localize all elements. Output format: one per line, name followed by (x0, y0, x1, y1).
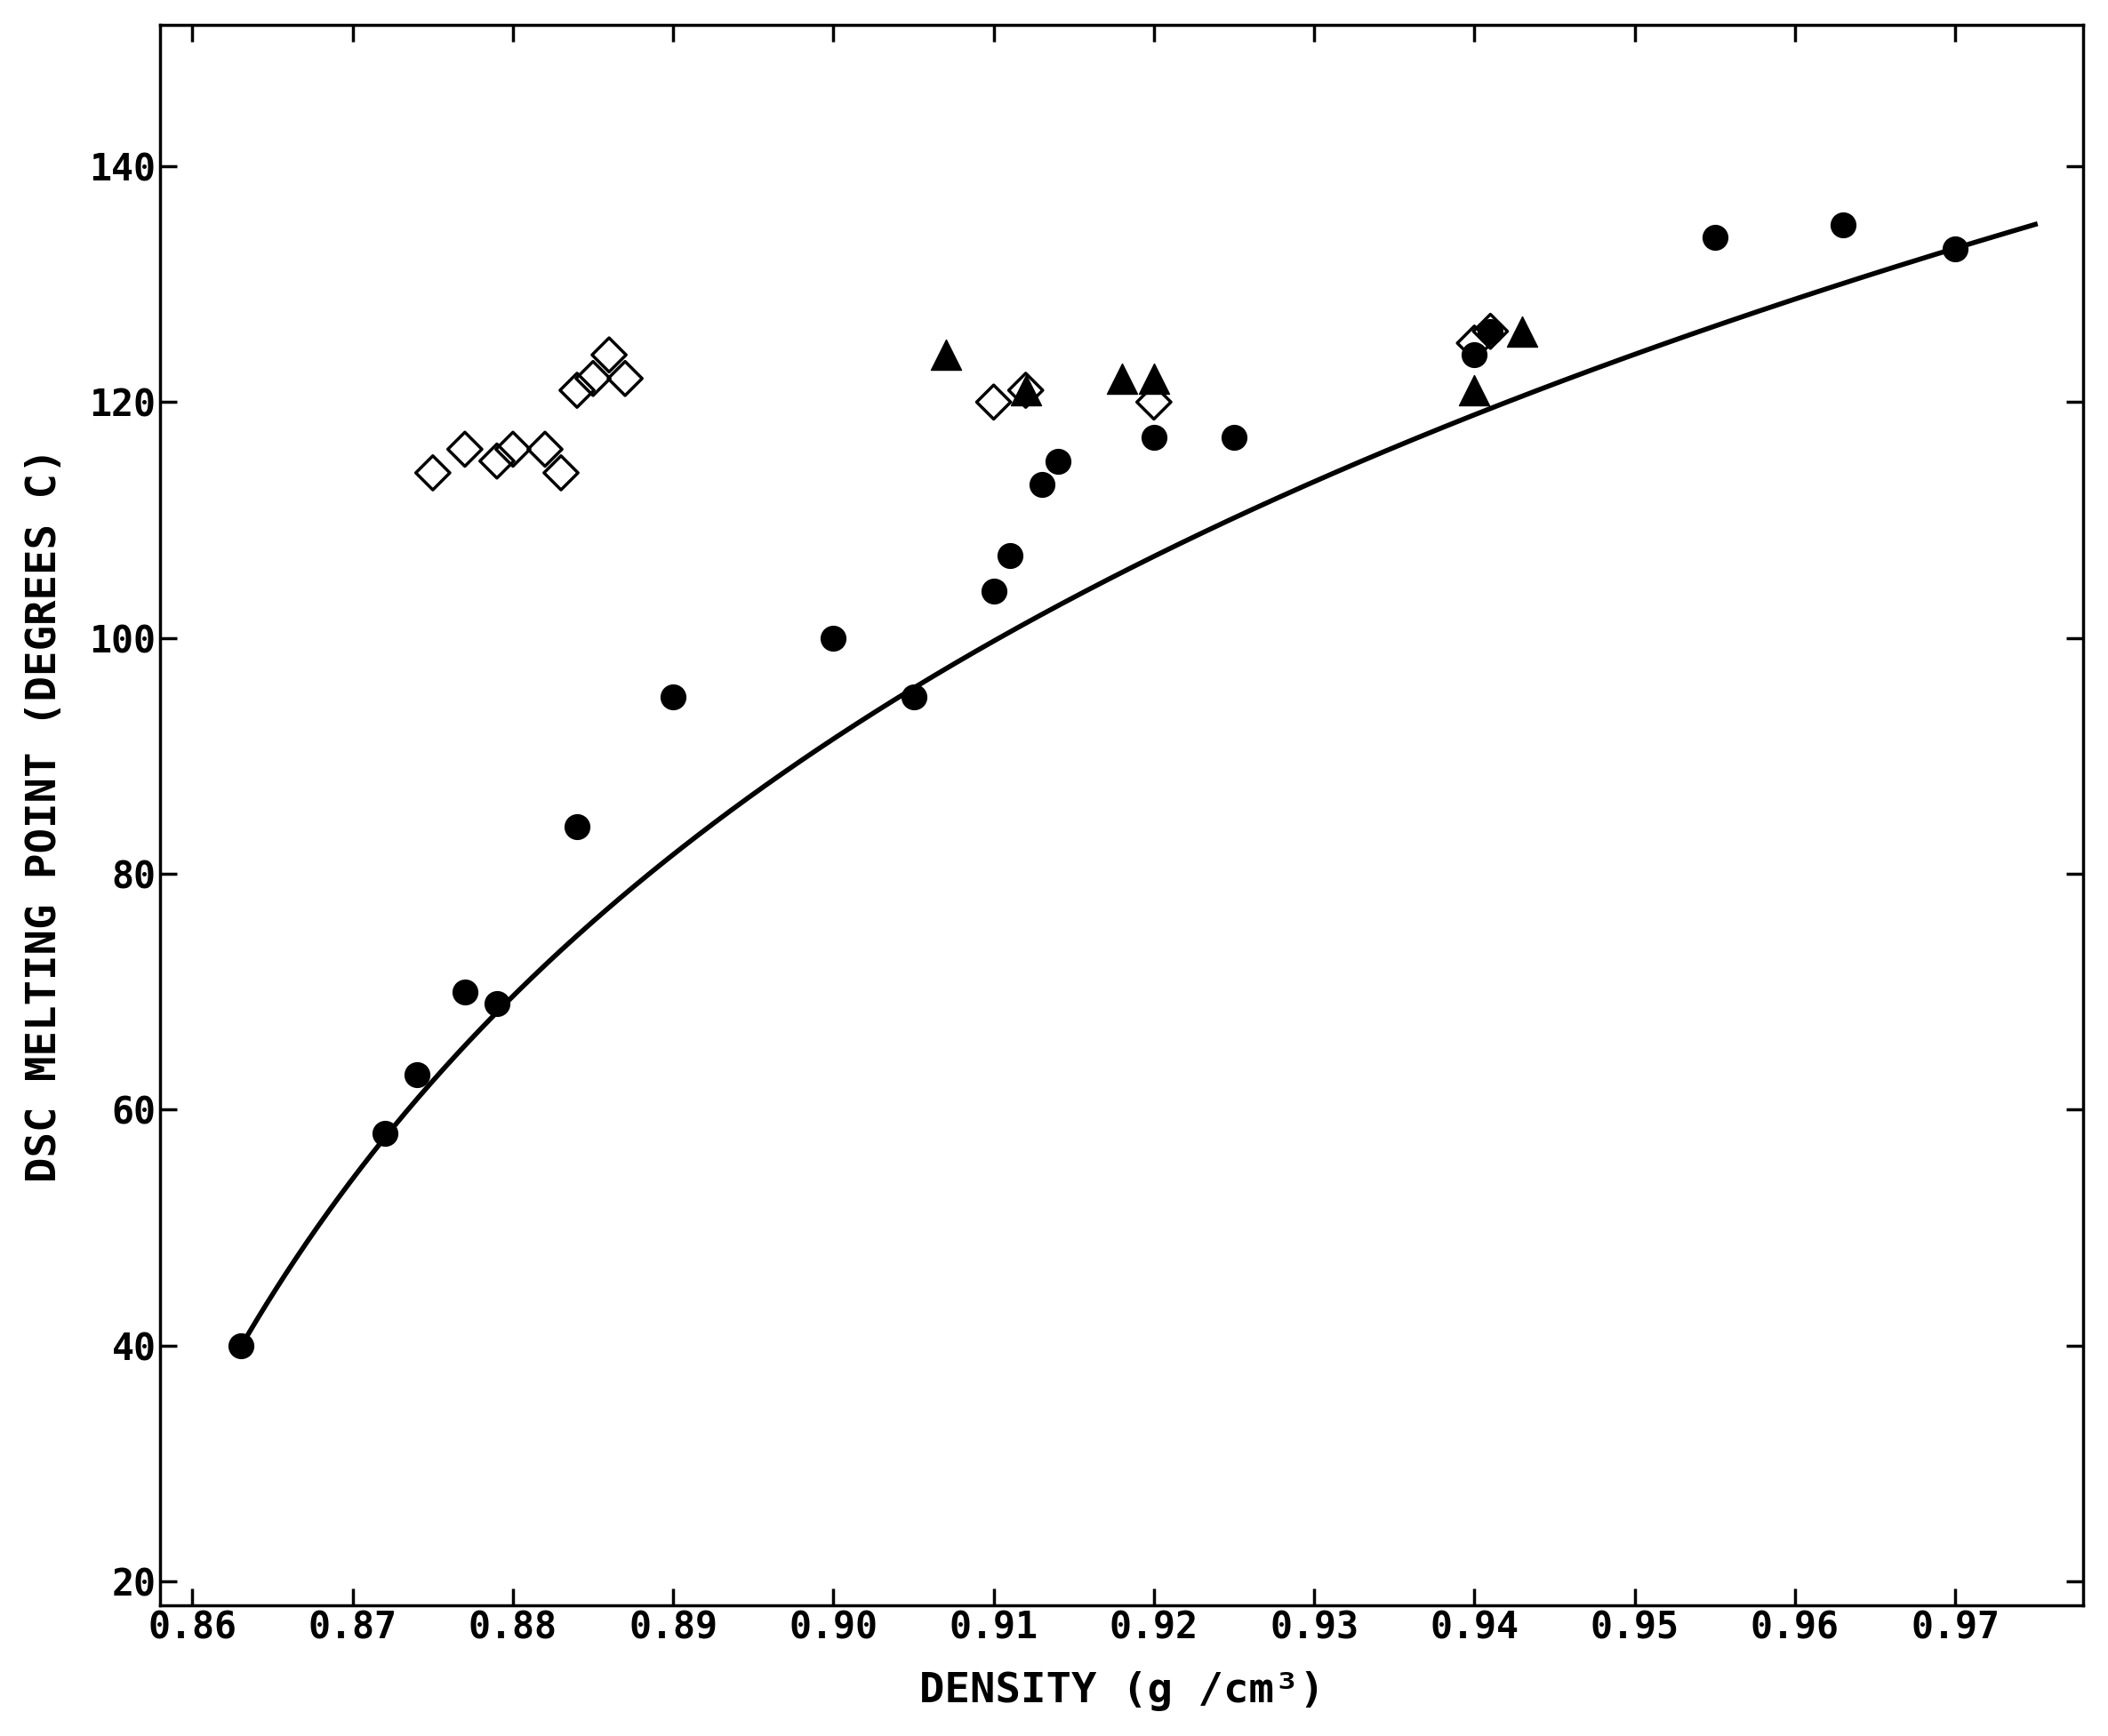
Point (1136, 365, 1170, 392)
Point (369, 1120, 403, 1147)
Point (544, 458, 578, 486)
Point (561, 377, 594, 404)
Point (1505, 318, 1539, 345)
Point (1457, 330, 1490, 358)
X-axis label: DENSITY (g /cm³): DENSITY (g /cm³) (919, 1672, 1324, 1712)
Point (1457, 340, 1490, 368)
Point (415, 458, 449, 486)
Point (495, 436, 529, 464)
Point (976, 576, 1010, 604)
Point (1697, 224, 1731, 252)
Point (1473, 318, 1507, 345)
Point (449, 436, 483, 464)
Point (1457, 377, 1490, 404)
Point (930, 340, 963, 368)
Point (1105, 365, 1138, 392)
Point (1041, 448, 1075, 476)
Point (1136, 424, 1170, 451)
Point (449, 977, 483, 1005)
Point (976, 389, 1010, 417)
Point (561, 812, 594, 840)
Point (481, 448, 514, 476)
Point (609, 365, 643, 392)
Point (656, 682, 689, 710)
Point (575, 365, 609, 392)
Point (592, 340, 626, 368)
Point (993, 542, 1027, 569)
Point (529, 436, 563, 464)
Point (1473, 318, 1507, 345)
Point (223, 1332, 257, 1359)
Point (1937, 234, 1971, 262)
Point (401, 1061, 434, 1088)
Point (1216, 424, 1250, 451)
Point (1136, 389, 1170, 417)
Point (1826, 212, 1859, 240)
Point (1010, 377, 1043, 404)
Point (816, 623, 850, 651)
Y-axis label: DSC MELTING POINT (DEGREES C): DSC MELTING POINT (DEGREES C) (25, 448, 65, 1182)
Point (481, 990, 514, 1017)
Point (896, 682, 930, 710)
Point (1024, 470, 1058, 498)
Point (1010, 377, 1043, 404)
